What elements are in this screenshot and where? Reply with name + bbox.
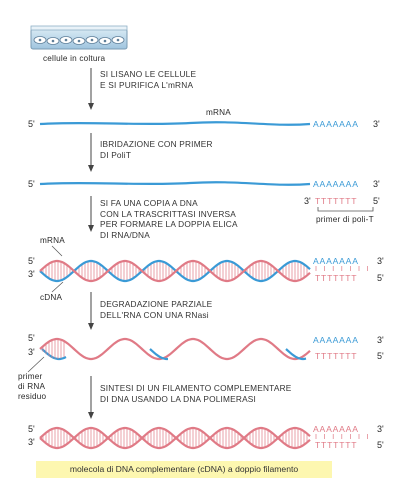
step-2-line-2: DI PoliT [100,149,132,160]
row4-three-prime-right: 3' [377,335,384,345]
step-3-line-1: SI FA UNA COPIA A DNA [100,198,198,208]
step-3-line-4: DI RNA/DNA [100,229,150,240]
primer-residuo-line-1: primer [18,372,43,381]
step-1-line-2: E SI PURIFICA L'mRNA [100,79,194,90]
step-4-line-1: DEGRADAZIONE PARZIALE [100,299,213,309]
row2-three-prime-top: 3' [373,179,380,189]
row3-three-prime: 3' [28,269,35,279]
step-4-line-2: DELL'RNA CON UNA RNasi [100,309,209,320]
row3-three-prime-right: 3' [377,256,384,266]
helix4-cdna-strand [39,337,311,361]
caption-box: molecola di DNA complementare (cDNA) a d… [36,461,332,478]
primer-residuo-label: primer di RNA residuo [18,372,46,402]
row2-five-prime-primer: 5' [373,196,380,206]
step-2-text: IBRIDAZIONE CON PRIMER DI PoliT [100,139,213,160]
row4-poly-a: AAAAAAA [313,335,359,345]
step-5-line-2: DI DNA USANDO LA DNA POLIMERASI [100,393,257,404]
row5-three-prime-right: 3' [377,424,384,434]
process-arrows [88,68,94,419]
step-5-line-1: SINTESI DI UN FILAMENTO COMPLEMENTARE [100,383,292,393]
helix4-rna-fragment [285,348,307,361]
cells-label: cellule in coltura [43,54,106,63]
row5-poly-a: AAAAAAA [313,424,359,434]
row1-five-prime: 5' [28,119,35,129]
row5-five-prime: 5' [28,424,35,434]
helix3-cdna-strand [39,259,311,283]
label-pointers [27,245,64,373]
row4-poly-t: TTTTTTT [315,351,358,361]
double-stranded-cdna-helix [39,426,368,450]
row3-cdna-label: cDNA [40,293,63,302]
row4-three-prime: 3' [28,347,35,357]
partially-degraded-helix [39,337,311,361]
step-1-text: SI LISANO LE CELLULE E SI PURIFICA L'mRN… [100,69,196,90]
step-3-text: SI FA UNA COPIA A DNA CON LA TRASCRITTAS… [100,198,238,240]
mrna-strand-2 [39,181,311,186]
helix4-rna-fragment [41,348,67,361]
row3-poly-t: TTTTTTT [315,273,358,283]
primer-residuo-line-3: residuo [18,392,47,401]
step-3-line-2: CON LA TRASCRITTASI INVERSA [100,208,237,219]
row2-poly-t: TTTTTTT [315,196,358,206]
step-1-line-1: SI LISANO LE CELLULE [100,69,197,79]
rna-dna-hybrid-helix [39,259,368,283]
row2-five-prime: 5' [28,179,35,189]
row3-poly-a: AAAAAAA [313,256,359,266]
helix5-strand-a [39,426,311,450]
step-4-text: DEGRADAZIONE PARZIALE DELL'RNA CON UNA R… [100,299,212,320]
helix5-strand-b [39,426,311,450]
step-3-line-3: PER FORMARE LA DOPPIA ELICA [100,219,238,229]
poly-t-primer-bracket [317,207,374,212]
row4-five-prime: 5' [28,333,35,343]
mrna-label: mRNA [206,108,231,117]
row4-five-prime-right: 5' [377,351,384,361]
helix3-rna-strand [39,259,311,283]
row1-poly-a: AAAAAAA [313,119,359,129]
row3-mrna-label: mRNA [40,236,65,245]
row5-three-prime: 3' [28,437,35,447]
primer-poly-t-label: primer di poli-T [316,215,374,224]
mrna-strand-1 [39,121,311,126]
row3-five-prime-right: 5' [377,273,384,283]
row5-poly-t: TTTTTTT [315,440,358,450]
row2-three-prime-primer: 3' [304,196,311,206]
row3-five-prime: 5' [28,256,35,266]
helix4-rna-fragment [149,348,168,361]
primer-residuo-line-2: di RNA [18,382,46,391]
step-2-line-1: IBRIDAZIONE CON PRIMER [100,139,213,149]
step-5-text: SINTESI DI UN FILAMENTO COMPLEMENTARE DI… [100,383,292,404]
row1-three-prime: 3' [373,119,380,129]
row5-five-prime-right: 5' [377,440,384,450]
culture-dish-illustration [30,25,128,50]
row2-poly-a: AAAAAAA [313,179,359,189]
